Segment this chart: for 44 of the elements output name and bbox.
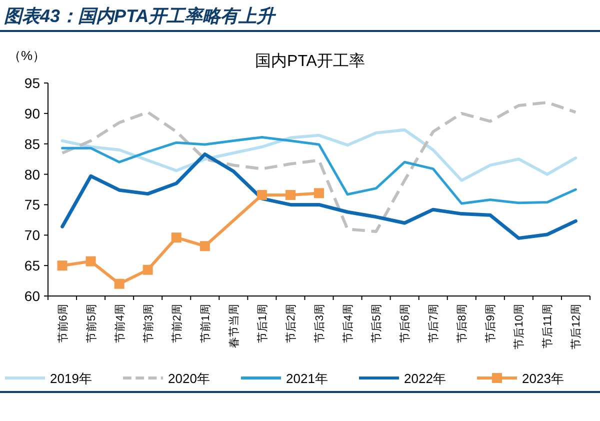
y-tick-label: 70 [24,227,40,244]
y-tick-label: 80 [24,166,40,182]
x-tick-label: 春节当周 [227,304,240,348]
x-tick-label: 节后5周 [370,304,384,344]
point [285,190,296,200]
x-tick-label: 节前2周 [170,304,184,344]
x-tick-label: 节前5周 [84,304,98,344]
y-tick-label: 95 [24,75,40,91]
point [200,241,210,252]
y-tick-label: 60 [24,288,40,304]
x-tick-label: 节后1周 [256,304,269,344]
legend-label: 2020年 [168,371,210,386]
x-tick-label: 节后4周 [342,304,355,344]
x-tick-label: 节后7周 [427,304,440,344]
legend-label: 2021年 [286,371,328,386]
x-tick-label: 节后8周 [456,304,469,344]
x-tick-label: 节前4周 [113,304,126,344]
y-tick-label: 65 [24,258,40,274]
point [314,188,324,198]
point [256,190,267,200]
point [142,264,153,275]
point [86,256,96,266]
point [171,232,182,243]
point [57,260,68,271]
legend-label: 2019年 [50,371,92,386]
legend-label: 2023年 [522,371,564,386]
x-tick-label: 节前3周 [142,304,155,344]
x-tick-label: 节后9周 [484,304,498,344]
y-tick-label: 75 [24,196,40,213]
chart-title: 国内PTA开工率 [255,52,365,70]
x-tick-label: 节后6周 [398,304,412,344]
legend-label: 2022年 [404,371,446,386]
y-tick-label: 85 [24,136,40,152]
x-tick-label: 节后2周 [284,304,298,344]
x-tick-label: 节后10周 [512,304,526,350]
x-tick-label: 节前1周 [198,304,212,344]
chart-subtitle: 图表43：国内PTA开工率略有上升 [4,6,277,26]
y-tick-label: 90 [24,105,40,122]
y-axis-title: （%） [8,48,46,63]
x-tick-label: 节后3周 [313,304,326,344]
x-tick-label: 节后11周 [541,304,554,348]
x-tick-label: 节前6周 [56,304,70,344]
point [114,278,124,289]
x-tick-label: 节后12周 [570,304,583,350]
